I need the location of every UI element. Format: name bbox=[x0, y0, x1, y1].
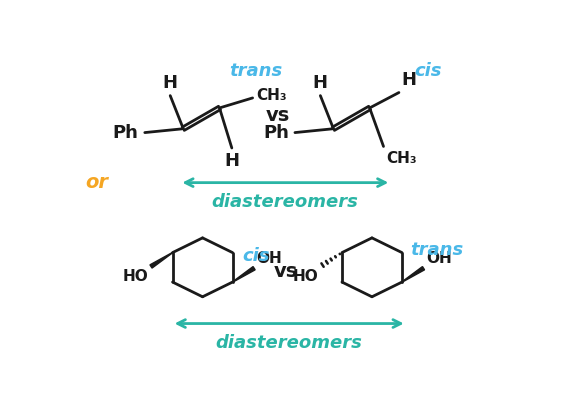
Text: H: H bbox=[224, 152, 239, 170]
Text: diastereomers: diastereomers bbox=[215, 334, 362, 352]
Text: HO: HO bbox=[292, 269, 318, 284]
Text: HO: HO bbox=[123, 269, 149, 284]
Text: vs: vs bbox=[274, 262, 298, 280]
Polygon shape bbox=[402, 267, 424, 282]
Polygon shape bbox=[233, 267, 255, 282]
Text: cis: cis bbox=[243, 247, 270, 265]
Text: CH₃: CH₃ bbox=[386, 151, 416, 166]
Text: H: H bbox=[313, 74, 328, 92]
Text: H: H bbox=[163, 74, 178, 92]
Text: Ph: Ph bbox=[113, 124, 139, 142]
Text: diastereomers: diastereomers bbox=[211, 194, 359, 211]
Text: CH₃: CH₃ bbox=[256, 88, 287, 103]
Text: or: or bbox=[85, 173, 108, 192]
Text: H: H bbox=[401, 71, 416, 89]
Text: cis: cis bbox=[414, 62, 442, 80]
Text: trans: trans bbox=[410, 241, 464, 259]
Text: vs: vs bbox=[266, 106, 290, 125]
Text: OH: OH bbox=[426, 251, 452, 266]
Polygon shape bbox=[150, 253, 173, 268]
Text: trans: trans bbox=[229, 62, 283, 80]
Text: OH: OH bbox=[256, 251, 282, 266]
Text: Ph: Ph bbox=[263, 124, 289, 142]
